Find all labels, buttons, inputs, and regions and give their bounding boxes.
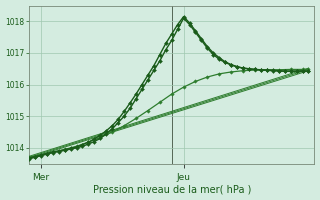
- X-axis label: Pression niveau de la mer( hPa ): Pression niveau de la mer( hPa ): [92, 184, 251, 194]
